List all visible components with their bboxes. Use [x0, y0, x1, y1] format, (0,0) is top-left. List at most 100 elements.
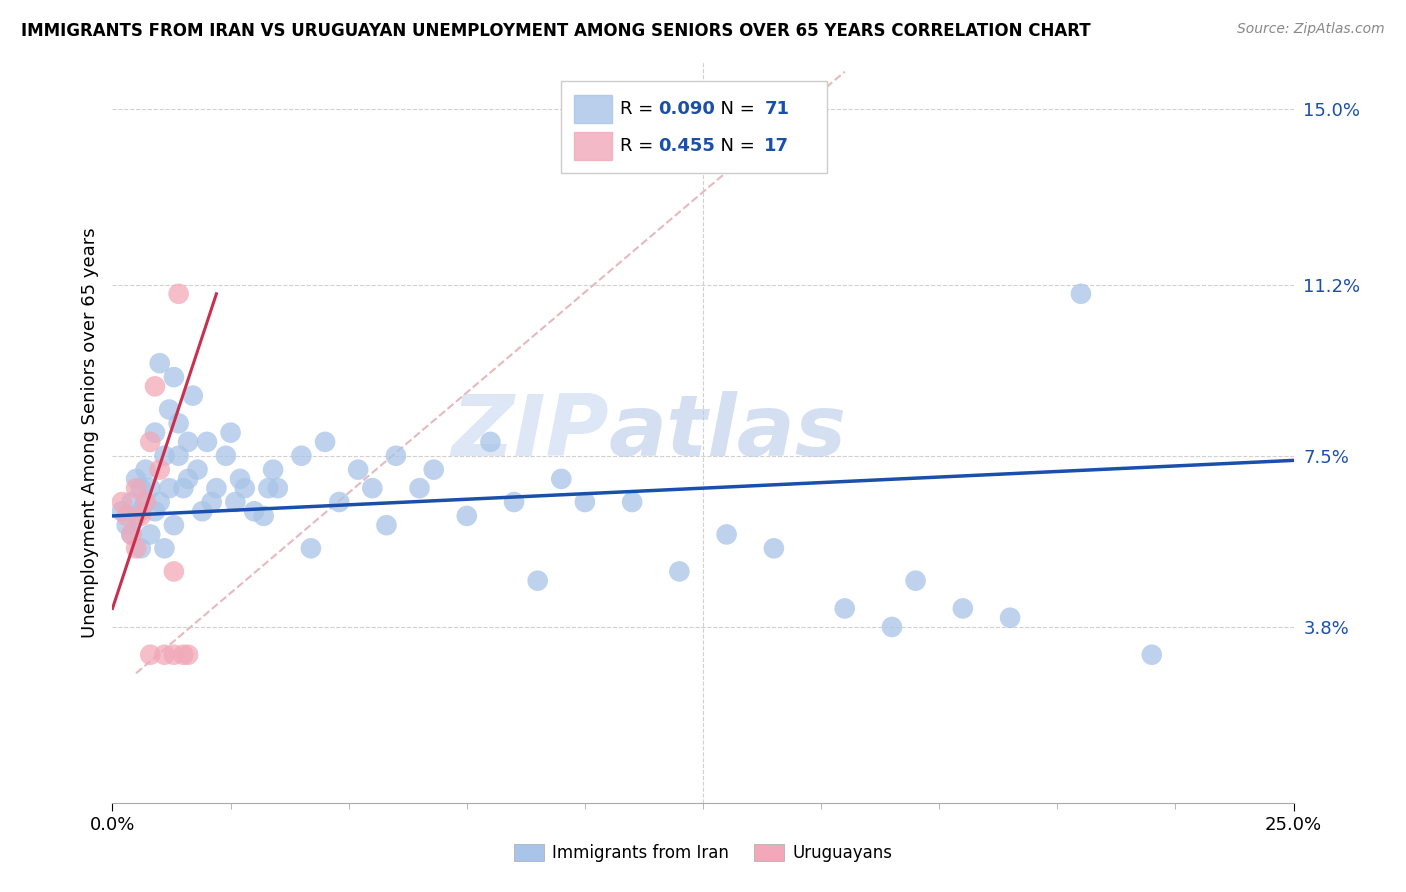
Point — [195, 434, 218, 449]
Point — [111, 495, 134, 509]
Point — [157, 481, 180, 495]
Point — [621, 495, 644, 509]
Point — [215, 449, 238, 463]
Point — [716, 527, 738, 541]
Point — [115, 508, 138, 523]
Point — [129, 508, 152, 523]
Point — [904, 574, 927, 588]
Point — [1070, 286, 1092, 301]
Point — [125, 481, 148, 495]
Y-axis label: Unemployment Among Seniors over 65 years: Unemployment Among Seniors over 65 years — [80, 227, 98, 638]
Point — [129, 481, 152, 495]
Point — [111, 504, 134, 518]
Point — [153, 449, 176, 463]
Point — [456, 508, 478, 523]
FancyBboxPatch shape — [574, 132, 612, 161]
Point — [267, 481, 290, 495]
Point — [167, 449, 190, 463]
Point — [167, 286, 190, 301]
Point — [191, 504, 214, 518]
Point — [224, 495, 246, 509]
Point — [328, 495, 350, 509]
Point — [479, 434, 502, 449]
Point — [129, 504, 152, 518]
Point — [314, 434, 336, 449]
Point — [503, 495, 526, 509]
Text: Source: ZipAtlas.com: Source: ZipAtlas.com — [1237, 22, 1385, 37]
Point — [135, 495, 157, 509]
Text: 71: 71 — [765, 100, 789, 118]
Point — [143, 425, 166, 440]
Point — [1140, 648, 1163, 662]
Point — [550, 472, 572, 486]
Text: N =: N = — [709, 137, 761, 155]
Text: R =: R = — [620, 137, 659, 155]
Legend: Immigrants from Iran, Uruguayans: Immigrants from Iran, Uruguayans — [508, 837, 898, 869]
Point — [139, 648, 162, 662]
Point — [153, 648, 176, 662]
Point — [139, 481, 162, 495]
Point — [375, 518, 398, 533]
Text: N =: N = — [709, 100, 761, 118]
Point — [290, 449, 312, 463]
Point — [125, 541, 148, 556]
Point — [834, 601, 856, 615]
Point — [201, 495, 224, 509]
Point — [129, 541, 152, 556]
Point — [408, 481, 430, 495]
Point — [177, 472, 200, 486]
Point — [998, 610, 1021, 624]
Point — [115, 518, 138, 533]
Point — [257, 481, 280, 495]
Point — [880, 620, 903, 634]
Point — [149, 495, 172, 509]
Point — [149, 462, 172, 476]
Point — [762, 541, 785, 556]
Point — [668, 565, 690, 579]
Point — [574, 495, 596, 509]
Point — [125, 508, 148, 523]
Text: atlas: atlas — [609, 391, 846, 475]
Point — [172, 481, 194, 495]
Point — [135, 462, 157, 476]
Point — [181, 389, 204, 403]
Point — [153, 541, 176, 556]
Point — [157, 402, 180, 417]
Point — [120, 527, 142, 541]
FancyBboxPatch shape — [561, 81, 827, 173]
Point — [243, 504, 266, 518]
Point — [233, 481, 256, 495]
Text: 17: 17 — [765, 137, 789, 155]
Point — [205, 481, 228, 495]
Point — [163, 565, 186, 579]
Point — [172, 648, 194, 662]
Point — [422, 462, 444, 476]
Point — [299, 541, 322, 556]
FancyBboxPatch shape — [574, 95, 612, 123]
Point — [177, 434, 200, 449]
Point — [163, 370, 186, 384]
Point — [135, 495, 157, 509]
Point — [163, 648, 186, 662]
Text: R =: R = — [620, 100, 659, 118]
Point — [139, 434, 162, 449]
Point — [952, 601, 974, 615]
Point — [139, 527, 162, 541]
Point — [149, 356, 172, 370]
Point — [526, 574, 548, 588]
Point — [143, 504, 166, 518]
Point — [125, 472, 148, 486]
Point — [262, 462, 284, 476]
Point — [219, 425, 242, 440]
Point — [167, 417, 190, 431]
Point — [177, 648, 200, 662]
Text: 0.090: 0.090 — [658, 100, 716, 118]
Point — [347, 462, 370, 476]
Point — [385, 449, 408, 463]
Point — [361, 481, 384, 495]
Text: IMMIGRANTS FROM IRAN VS URUGUAYAN UNEMPLOYMENT AMONG SENIORS OVER 65 YEARS CORRE: IMMIGRANTS FROM IRAN VS URUGUAYAN UNEMPL… — [21, 22, 1091, 40]
Point — [253, 508, 276, 523]
Text: ZIP: ZIP — [451, 391, 609, 475]
Text: 0.455: 0.455 — [658, 137, 716, 155]
Point — [120, 495, 142, 509]
